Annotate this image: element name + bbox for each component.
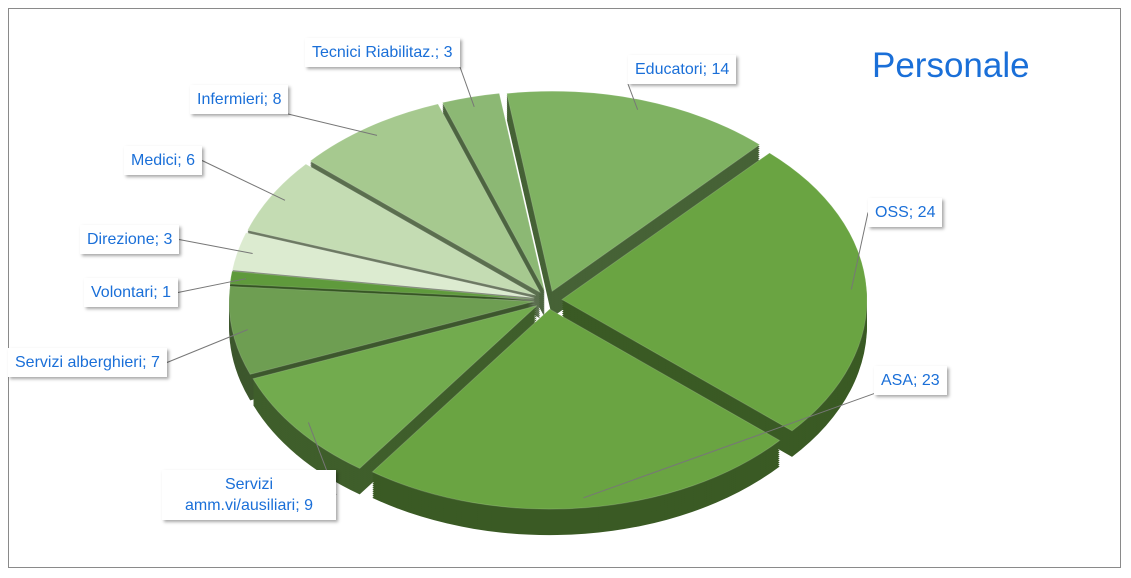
slice [371,308,781,510]
leader-line [177,278,247,293]
slice [228,285,535,375]
slice [561,152,868,432]
leader-line [583,380,911,499]
slice [229,270,535,300]
frame [8,8,1121,568]
leader-line [850,212,869,290]
leader-line [287,113,378,136]
leader-line [627,83,639,110]
data-label: Volontari; 1 [84,278,179,307]
leader-line [166,329,248,363]
data-label: ASA; 23 [874,366,947,395]
data-label: Tecnici Riabilitaz.; 3 [305,38,460,67]
data-label: OSS; 24 [868,198,943,227]
leader-line [178,239,253,255]
slice [246,163,537,296]
chart-title: Personale [872,46,1030,85]
data-label: Servizi alberghieri; 7 [8,348,167,377]
slice [252,305,538,469]
data-label: Medici; 6 [124,146,203,175]
slice [309,103,542,294]
data-label: Infermieri; 8 [190,85,289,114]
data-label: Servizi amm.vi/ausiliari; 9 [162,470,336,520]
data-label: Direzione; 3 [80,225,180,254]
leader-line [201,160,286,201]
data-label: Educatori; 14 [628,55,737,84]
slice [506,90,761,293]
leader-line [459,66,475,107]
